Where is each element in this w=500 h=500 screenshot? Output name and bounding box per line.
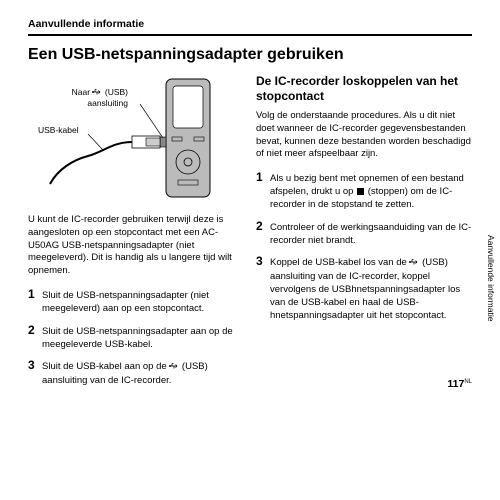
usb-icon — [409, 258, 419, 271]
page: Aanvullende informatie Een USB-netspanni… — [0, 0, 500, 396]
step3-a: Koppel de USB-kabel los van de — [270, 257, 407, 268]
usb-icon — [92, 88, 102, 98]
page-title: Een USB-netspanningsadapter gebruiken — [28, 46, 472, 64]
right-intro: Volg de onderstaande procedures. Als u d… — [256, 110, 472, 161]
usb-icon — [169, 362, 179, 375]
diagram: Naar (USB) aansluiting USB-kabel — [28, 74, 238, 202]
left-step-3: 3 Sluit de USB-kabel aan op de (USB) aan… — [28, 359, 238, 388]
page-number-value: 117 — [447, 378, 464, 390]
left-intro: U kunt de IC-recorder gebruiken terwijl … — [28, 214, 238, 278]
step-number: 2 — [256, 220, 270, 248]
step-text: Sluit de USB-kabel aan op de (USB) aansl… — [42, 359, 238, 388]
page-number-suffix: NL — [464, 379, 472, 385]
step3-prefix: Sluit de USB-kabel aan op de — [42, 361, 167, 372]
section-header: Aanvullende informatie — [28, 18, 472, 36]
label-usb-paren: (USB) — [105, 87, 128, 97]
diagram-label-to: Naar (USB) aansluiting — [72, 87, 128, 108]
left-column: Naar (USB) aansluiting USB-kabel U kunt … — [28, 74, 238, 396]
label-aansluiting: aansluiting — [87, 98, 128, 108]
columns: Naar (USB) aansluiting USB-kabel U kunt … — [28, 74, 472, 396]
page-number: 117NL — [447, 378, 472, 390]
right-step-3: 3 Koppel de USB-kabel los van de (USB) a… — [256, 255, 472, 322]
step-number: 1 — [256, 171, 270, 211]
step-number: 3 — [28, 359, 42, 388]
right-step-2: 2 Controleer of de werkingsaanduiding va… — [256, 220, 472, 248]
right-step-1: 1 Als u bezig bent met opnemen of een be… — [256, 171, 472, 211]
right-subhead: De IC-recorder loskoppelen van het stopc… — [256, 74, 472, 104]
side-margin-text: Aanvullende informatie — [486, 235, 496, 321]
left-step-1: 1 Sluit de USB-netspanningsadapter (niet… — [28, 288, 238, 316]
label-naar-text: Naar — [72, 87, 90, 97]
step-text: Controleer of de werkingsaanduiding van … — [270, 220, 472, 248]
step-text: Koppel de USB-kabel los van de (USB) aan… — [270, 255, 472, 322]
step-number: 1 — [28, 288, 42, 316]
step-number: 2 — [28, 324, 42, 352]
step-text: Sluit de USB-netspanningsadapter (niet m… — [42, 288, 238, 316]
right-column: De IC-recorder loskoppelen van het stopc… — [256, 74, 472, 396]
step-text: Als u bezig bent met opnemen of een best… — [270, 171, 472, 211]
stop-icon — [357, 188, 364, 195]
step-number: 3 — [256, 255, 270, 322]
diagram-label-cable: USB-kabel — [38, 125, 79, 135]
step-text: Sluit de USB-netspanningsadapter aan op … — [42, 324, 238, 352]
left-step-2: 2 Sluit de USB-netspanningsadapter aan o… — [28, 324, 238, 352]
